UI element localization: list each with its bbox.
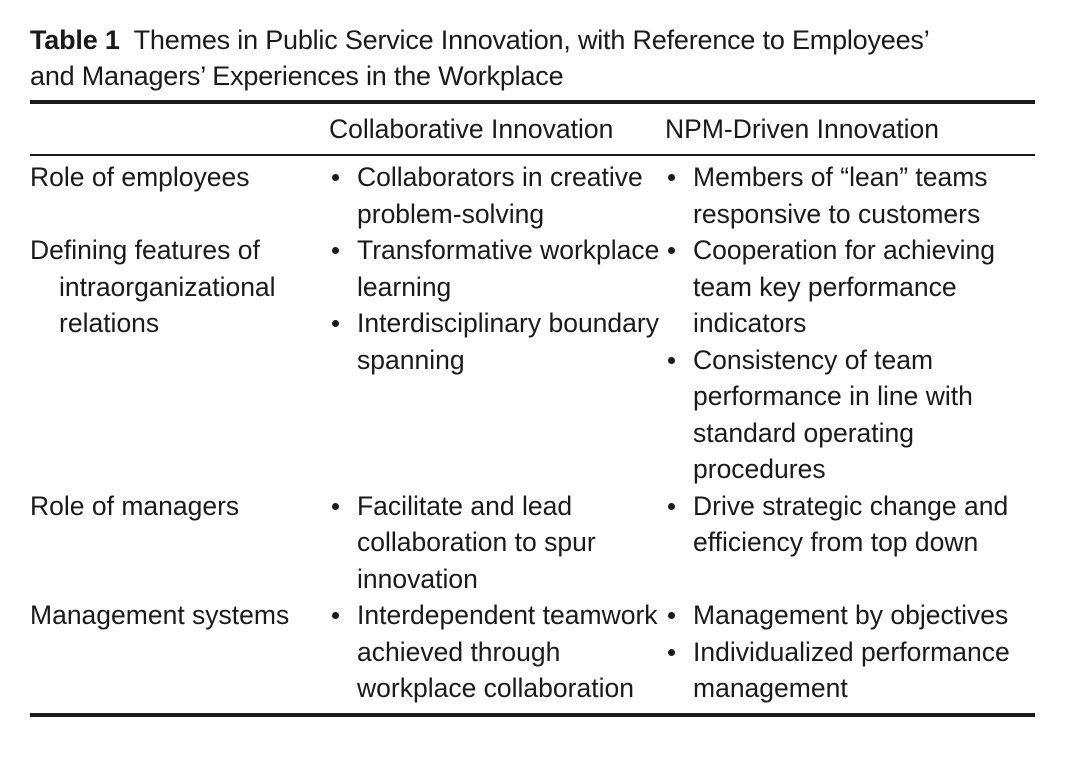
bullet-icon (332, 174, 339, 181)
list-item: Collaborators in creative problem-solvin… (329, 159, 665, 232)
header-cell-npm: NPM-Driven Innovation (665, 113, 939, 144)
header-rule (30, 154, 1035, 156)
table-row: Role of employees Collaborators in creat… (30, 159, 1035, 232)
list-item: Drive strategic change and efficiency fr… (665, 488, 1035, 561)
table-label: Table 1 (30, 25, 120, 55)
cell-npm: Members of “lean” teams responsive to cu… (665, 159, 1035, 232)
table-row: Defining features of intraorganizational… (30, 232, 1035, 488)
cell-collaborative: Facilitate and lead collaboration to spu… (329, 488, 665, 598)
list-item: Facilitate and lead collaboration to spu… (329, 488, 665, 598)
table-row: Role of managers Facilitate and lead col… (30, 488, 1035, 598)
bullet-icon (668, 612, 675, 619)
list-item: Management by objectives (665, 597, 1035, 634)
row-label: Management systems (30, 600, 290, 630)
table-row: Management systems Interdependent teamwo… (30, 597, 1035, 707)
table-container: Table 1 Themes in Public Service Innovati… (30, 22, 1035, 717)
cell-collaborative: Collaborators in creative problem-solvin… (329, 159, 665, 232)
list-item: Interdependent teamwork achieved through… (329, 597, 665, 707)
bullet-icon (668, 648, 675, 656)
list-item: Individualized performance management (665, 634, 1035, 707)
table-caption: Table 1 Themes in Public Service Innovati… (30, 22, 1035, 94)
cell-npm: Management by objectives Individualized … (665, 597, 1035, 707)
bullet-icon (668, 502, 675, 510)
header-cell-collaborative: Collaborative Innovation (329, 113, 614, 144)
table-header-row: Collaborative Innovation NPM-Driven Inno… (30, 104, 1035, 154)
cell-collaborative: Interdependent teamwork achieved through… (329, 597, 665, 707)
bullet-icon (332, 320, 339, 327)
bullet-icon (668, 247, 675, 254)
list-item: Members of “lean” teams responsive to cu… (665, 159, 1035, 232)
table-title-line2: and Managers’ Experiences in the Workpla… (30, 61, 564, 91)
table-title-line1: Themes in Public Service Innovation, wit… (133, 25, 930, 55)
bullet-icon (332, 502, 339, 510)
cell-collaborative: Transformative workplace learning Interd… (329, 232, 665, 378)
bullet-icon (668, 356, 675, 364)
bullet-icon (332, 612, 339, 619)
cell-npm: Cooperation for achieving team key perfo… (665, 232, 1035, 488)
bottom-rule (30, 712, 1035, 717)
top-rule (30, 100, 1035, 104)
list-item: Consistency of team performance in line … (665, 342, 1035, 488)
row-label: Defining features of intraorganizational… (30, 235, 276, 338)
list-item: Interdisciplinary boundary spanning (329, 305, 665, 378)
row-label: Role of employees (30, 162, 250, 192)
list-item: Transformative workplace learning (329, 232, 665, 305)
row-label: Role of managers (30, 490, 240, 521)
bullet-icon (668, 174, 675, 181)
table-body: Role of employees Collaborators in creat… (30, 156, 1035, 713)
cell-npm: Drive strategic change and efficiency fr… (665, 488, 1035, 561)
bullet-icon (332, 247, 339, 254)
list-item: Cooperation for achieving team key perfo… (665, 232, 1035, 342)
